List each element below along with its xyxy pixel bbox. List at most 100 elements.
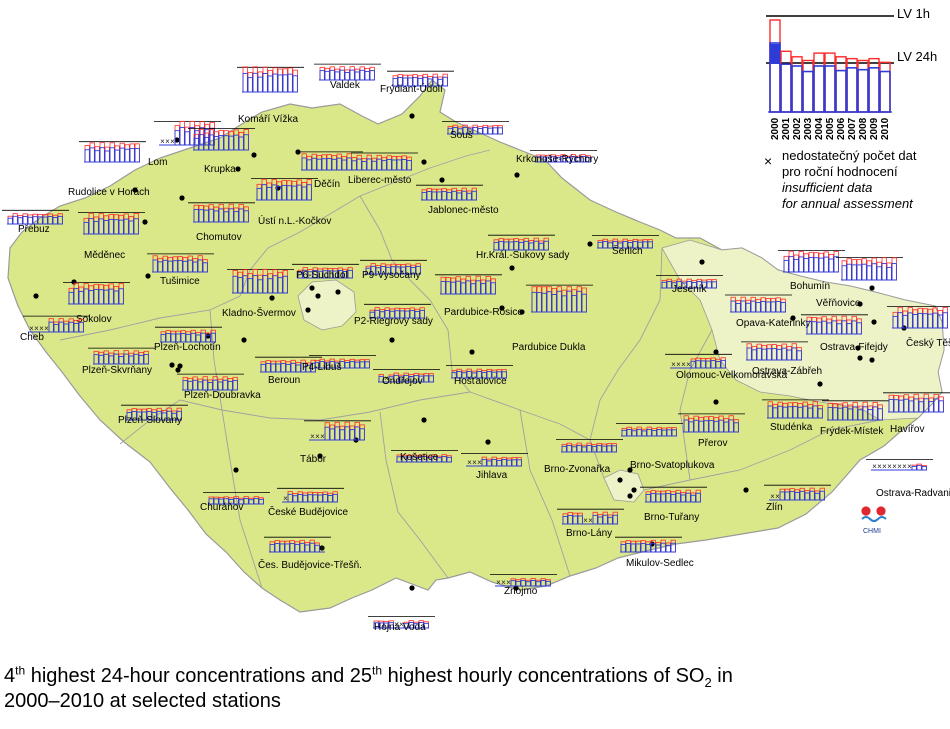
station-mikulov-sedlec[interactable]: Mikulov-Sedlec: [615, 536, 694, 569]
station-dot: [177, 363, 183, 369]
station-krkonose-rychory[interactable]: Krkonoše-Rýchory: [514, 150, 598, 178]
missing-data-icon: ×: [477, 458, 482, 467]
station-pardubice-rosice[interactable]: Pardubice-Rosice: [435, 274, 523, 318]
bar-24h: [252, 72, 258, 93]
station-znojmo[interactable]: × × ×Znojmo: [490, 574, 557, 598]
station-lom[interactable]: × × ×Lom: [148, 120, 221, 168]
bar-1h: [916, 463, 922, 471]
station-tabor[interactable]: × × ×Tábor: [300, 420, 371, 465]
bar-24h: [856, 264, 862, 281]
station-decin[interactable]: Děčín: [295, 149, 363, 190]
station-label: Věřňovice: [816, 298, 861, 309]
station-medenec[interactable]: Měděnec: [78, 212, 148, 261]
station-ostrava-radvanice-zu[interactable]: ××××××××Ostrava-Radvanice ZÚ: [866, 459, 950, 499]
station-sous[interactable]: Souš: [442, 121, 509, 141]
station-valdek[interactable]: Valdek: [314, 63, 415, 119]
station-brno-zvonarka[interactable]: Brno-Zvonařka: [544, 438, 623, 483]
station-hojna-voda[interactable]: × ×Hojná Voda: [368, 585, 435, 633]
station-prerov[interactable]: Přerov: [678, 399, 745, 449]
station-zlin[interactable]: × ×Zlín: [743, 484, 831, 513]
station-dot: [627, 467, 633, 473]
station-label: Bohumín: [790, 281, 830, 292]
station-komari-vizka[interactable]: Komáří Vížka: [237, 66, 304, 158]
station-sokolov[interactable]: Sokolov: [63, 279, 130, 325]
station-kladno-svermov[interactable]: Kladno-Švermov: [222, 268, 296, 319]
station-havirov[interactable]: Havířov: [869, 357, 950, 435]
station-label: Tušimice: [160, 276, 200, 287]
station-krupka[interactable]: Krupka: [188, 128, 255, 175]
bar-24h: [442, 76, 448, 87]
station-ceske-budejovice[interactable]: × České Budějovice: [268, 453, 348, 518]
station-ces-budejovice-tresn[interactable]: × Čes. Budějovice-Třešň.: [258, 536, 362, 571]
region-prague: [297, 279, 357, 331]
legend-note-cz-1: nedostatečný počet dat: [782, 148, 917, 163]
bar-1h: [841, 260, 847, 281]
station-plzen-slovany[interactable]: Plzeň-Slovany: [118, 367, 188, 426]
station-p6-suchdol[interactable]: P6-Suchdol: [292, 263, 359, 291]
station-dot: [627, 493, 633, 499]
legend-year: 2001: [781, 117, 792, 140]
station-hostalovice[interactable]: Hošťalovice: [446, 349, 513, 387]
station-label: Frýdek-Místek: [820, 426, 884, 437]
station-cesky-tesin[interactable]: Český Těšín: [887, 306, 950, 349]
station-vernovice[interactable]: Věřňovice: [816, 257, 903, 310]
station-olomouc-velkomoravska[interactable]: × × × ×Olomouc-Velkomoravská: [665, 349, 788, 381]
station-tusimice[interactable]: Tušimice: [145, 253, 214, 287]
station-liberec-mesto[interactable]: Liberec-město: [348, 152, 427, 186]
bar-24h: [487, 127, 493, 135]
station-chomutov[interactable]: Chomutov: [179, 195, 255, 243]
station-bohumin[interactable]: Bohumín: [778, 250, 875, 292]
station-rudolice-v-horach[interactable]: Rudolice v Horách: [68, 141, 150, 198]
station-p2-riegrovy-sady[interactable]: P2-Riegrovy sady: [315, 293, 433, 327]
station-pardubice-dukla[interactable]: Pardubice Dukla: [512, 284, 593, 353]
station-brno-turany[interactable]: Brno-Tuřany: [631, 486, 707, 523]
station-jablonec-mesto[interactable]: Jablonec-město: [416, 177, 499, 216]
legend-note-cz-2: pro roční hodnocení: [782, 164, 898, 179]
station-plzen-skvrnany[interactable]: Plzeň-Skvrňany: [82, 347, 175, 376]
station-serlich[interactable]: Šerlich: [587, 234, 659, 257]
bar-24h: [793, 258, 799, 273]
station-p9-vysocany[interactable]: P9-Vysočany: [335, 259, 427, 295]
station-usti-n-l-kockov[interactable]: Ústí n.L.-Kočkov: [251, 178, 331, 227]
station-plzen-lochotin[interactable]: Plzeň-Lochotín: [154, 326, 222, 353]
station-ostrava-zabreh[interactable]: Ostrava-Zábřeh: [741, 341, 861, 377]
station-ondrejov[interactable]: ×Ondřejov: [373, 337, 440, 387]
station-ostrava-fifejdy[interactable]: Ostrava-Fifejdy: [801, 314, 888, 353]
bar-1h: [104, 146, 110, 163]
bar-24h: [292, 75, 298, 93]
station-jesenik[interactable]: Jeseník: [656, 259, 723, 295]
station-churanov[interactable]: Churáňov: [200, 467, 270, 513]
bar-1h: [179, 120, 185, 146]
station-prebuz[interactable]: Přebuz: [2, 209, 69, 235]
bar-24h: [803, 258, 809, 273]
station-frydlant-udoli[interactable]: Frýdlant-Údolí: [380, 70, 454, 95]
station-hr-kral-sukovy-sady[interactable]: Hr.Král.-Sukovy sady: [476, 234, 569, 271]
bar-1h: [349, 66, 355, 81]
legend-bar-1h: [802, 59, 814, 113]
station-beroun[interactable]: Beroun: [241, 337, 322, 386]
bar-1h: [482, 124, 488, 135]
bar-24h: [349, 69, 355, 81]
missing-data-icon: ×: [29, 324, 34, 333]
station-frydek-mistek[interactable]: Frýdek-Místek: [820, 355, 889, 437]
station-opava-katerinky[interactable]: Opava-Kateřinky: [725, 294, 810, 329]
station-studenka[interactable]: Studénka: [762, 381, 829, 433]
station-p4-libus[interactable]: P4-Libuš: [302, 307, 376, 373]
station-jihlava[interactable]: × × ×Jihlava: [461, 439, 528, 481]
station-brno-lany[interactable]: × × Brno-Lány: [557, 493, 633, 539]
station-cheb[interactable]: × × × ×Cheb: [20, 293, 90, 343]
bar-24h: [344, 72, 350, 81]
missing-data-icon: ×: [39, 324, 44, 333]
legend-bar-24h: [868, 67, 880, 113]
bar-24h: [247, 77, 253, 93]
station-label: Pardubice-Rosice: [444, 307, 523, 318]
bar-24h: [359, 69, 365, 81]
missing-data-icon: ×: [902, 462, 907, 471]
station-plzen-doubravka[interactable]: Plzeň-Doubravka: [177, 363, 261, 401]
station-brno-svatoplukova[interactable]: Brno-Svatoplukova: [616, 422, 715, 473]
bar-24h: [866, 265, 872, 281]
station-dot: [485, 439, 491, 445]
station-kosetice[interactable]: Košetice: [391, 417, 458, 463]
station-dot: [871, 319, 877, 325]
missing-data-icon: ×: [907, 462, 912, 471]
